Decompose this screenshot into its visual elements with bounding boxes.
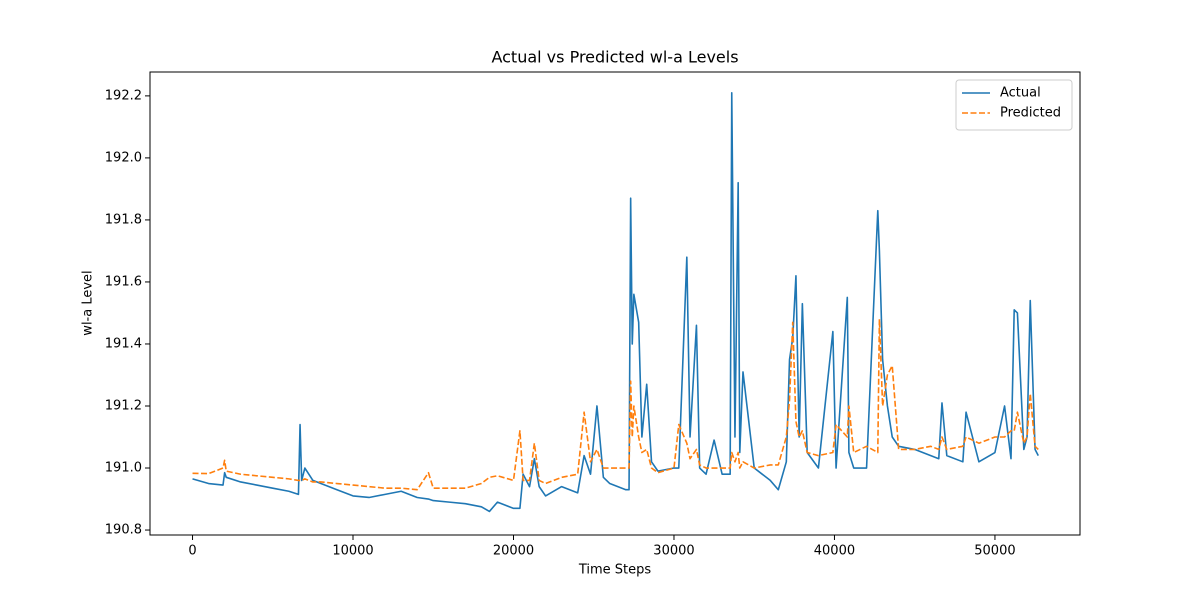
legend-label: Predicted bbox=[1000, 106, 1061, 121]
x-tick-label: 10000 bbox=[332, 544, 373, 559]
plot-frame bbox=[149, 71, 1081, 536]
x-tick-label: 20000 bbox=[493, 544, 534, 559]
y-tick-label: 191.2 bbox=[105, 398, 142, 413]
x-axis-label: Time Steps bbox=[578, 563, 652, 578]
y-tick-label: 192.0 bbox=[105, 150, 142, 165]
series-line bbox=[192, 318, 1039, 491]
x-tick-label: 50000 bbox=[974, 544, 1015, 559]
y-tick-label: 191.0 bbox=[105, 461, 142, 476]
legend: Actual Predicted bbox=[955, 79, 1073, 131]
y-tick-label: 191.8 bbox=[105, 212, 142, 227]
x-tick-label: 0 bbox=[188, 544, 196, 559]
x-tick-label: 40000 bbox=[814, 544, 855, 559]
y-tick-label: 192.2 bbox=[105, 88, 142, 103]
legend-label: Actual bbox=[1000, 86, 1041, 101]
y-tick-label: 191.6 bbox=[105, 274, 142, 289]
y-axis-label: wl-a Level bbox=[81, 270, 96, 335]
y-tick-label: 190.8 bbox=[105, 523, 142, 538]
chart-title: Actual vs Predicted wl-a Levels bbox=[491, 48, 738, 67]
series-line bbox=[192, 91, 1039, 513]
x-tick-label: 30000 bbox=[653, 544, 694, 559]
y-tick-label: 191.4 bbox=[105, 336, 142, 351]
